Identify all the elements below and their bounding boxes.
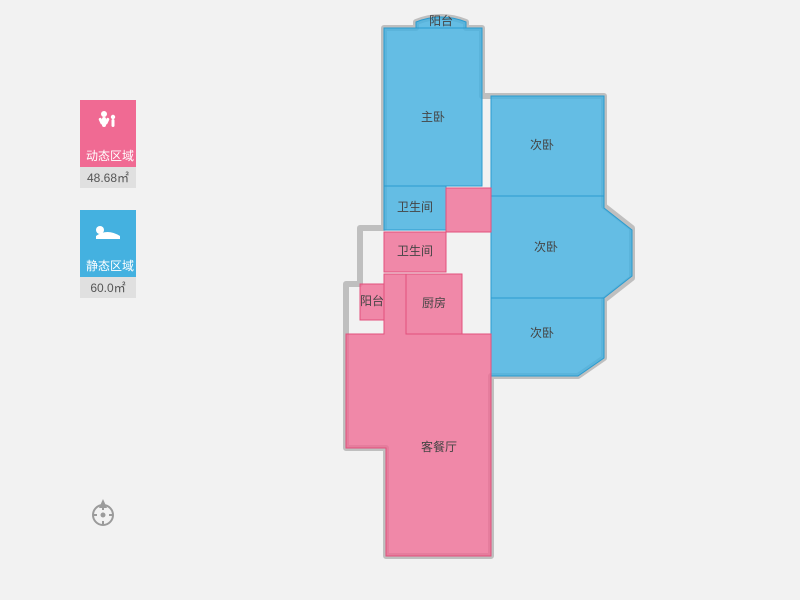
legend-dynamic-value: 48.68㎡ xyxy=(80,167,136,188)
room-label-sec-bed-1: 次卧 xyxy=(530,138,554,152)
floor-plan: 阳台主卧次卧卫生间次卧次卧卫生间阳台厨房客餐厅 xyxy=(340,8,660,588)
people-icon xyxy=(80,100,136,144)
legend-static-value: 60.0㎡ xyxy=(80,277,136,298)
room-label-bath-2: 卫生间 xyxy=(397,244,433,258)
legend-static-label: 静态区域 xyxy=(80,254,136,277)
room-label-sec-bed-2: 次卧 xyxy=(534,240,558,254)
room-label-living: 客餐厅 xyxy=(421,439,457,454)
room-label-kitchen: 厨房 xyxy=(422,295,446,310)
legend-dynamic-label: 动态区域 xyxy=(80,144,136,167)
legend-static: 静态区域 60.0㎡ xyxy=(80,210,136,298)
legend-dynamic: 动态区域 48.68㎡ xyxy=(80,100,136,188)
room-label-balcony-top: 阳台 xyxy=(429,13,453,28)
room-label-balcony-mid: 阳台 xyxy=(360,293,384,308)
room-label-master-bed: 主卧 xyxy=(421,110,445,124)
room-upper-hall xyxy=(446,188,491,232)
compass-icon xyxy=(88,498,118,533)
room-label-sec-bed-3: 次卧 xyxy=(530,326,554,340)
room-label-bath-1: 卫生间 xyxy=(397,200,433,214)
room-master-bed xyxy=(384,28,482,186)
sleep-icon xyxy=(80,210,136,254)
